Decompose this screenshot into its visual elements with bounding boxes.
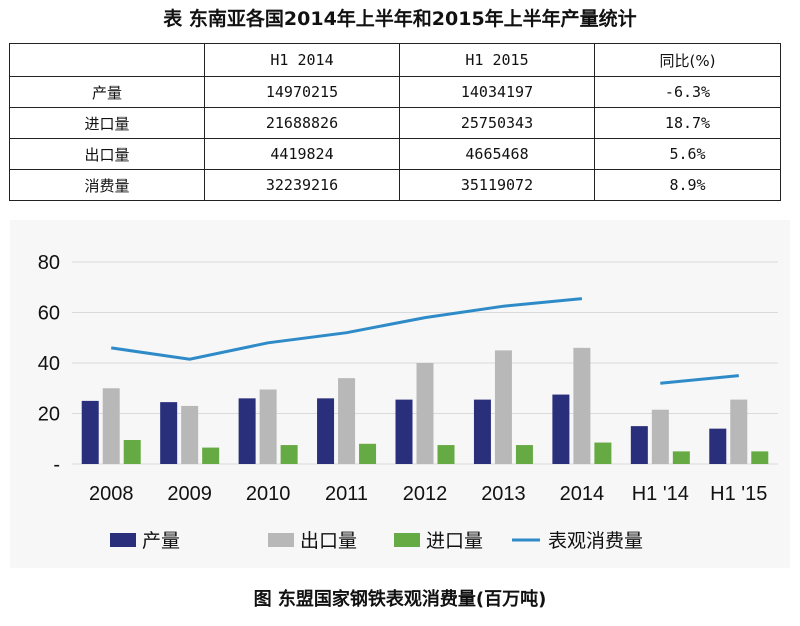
bar	[651, 409, 669, 464]
x-tick-label: H1 '15	[710, 483, 767, 505]
consumption-line	[660, 374, 739, 385]
legend-swatch	[394, 533, 420, 547]
table-row: 消费量 32239216 35119072 8.9%	[9, 169, 781, 201]
cell-h1-2014: 14970215	[204, 76, 400, 108]
steel-consumption-chart: 80 60 40 20 - 2008 2009 2010 2011 2012 2013 2014 H1 …	[38, 252, 778, 552]
bar	[259, 389, 277, 464]
table-row: 产量 14970215 14034197 -6.3%	[9, 76, 781, 108]
table-title: 表 东南亚各国2014年上半年和2015年上半年产量统计	[163, 8, 637, 30]
row-name: 进口量	[9, 107, 205, 139]
x-tick-label: 2009	[167, 483, 212, 505]
bar	[395, 399, 413, 464]
bar	[709, 428, 727, 464]
stats-table: H1 2014 H1 2015 同比(%) 产量 14970215 140341…	[9, 43, 781, 201]
cell-yoy: 8.9%	[594, 169, 781, 201]
bar	[751, 451, 769, 464]
cell-h1-2014: 4419824	[204, 138, 400, 170]
bar	[672, 451, 690, 464]
bar	[317, 398, 335, 464]
cell-h1-2015: 35119072	[399, 169, 595, 201]
legend-swatch	[268, 533, 294, 547]
bar	[359, 443, 377, 464]
x-tick-label: H1 '14	[632, 483, 689, 505]
bar	[160, 402, 178, 464]
y-tick-label: 60	[38, 303, 60, 325]
legend-label: 表观消费量	[548, 530, 643, 552]
bar	[630, 426, 648, 464]
bar	[238, 398, 256, 464]
bar	[552, 394, 570, 464]
consumption-line	[110, 297, 583, 361]
table-row: 出口量 4419824 4665468 5.6%	[9, 138, 781, 170]
x-tick-label: 2013	[481, 483, 526, 505]
header-cell-h1-2015: H1 2015	[399, 43, 595, 77]
cell-h1-2015: 14034197	[399, 76, 595, 108]
x-tick-label: 2010	[246, 483, 291, 505]
cell-yoy: 5.6%	[594, 138, 781, 170]
y-tick-label: 20	[38, 404, 60, 426]
y-tick-label: -	[53, 454, 60, 476]
bar	[573, 347, 591, 464]
x-tick-label: 2008	[89, 483, 134, 505]
bar	[280, 445, 298, 464]
bar	[81, 400, 99, 464]
bar	[123, 440, 141, 464]
bar	[202, 447, 220, 464]
cell-yoy: 18.7%	[594, 107, 781, 139]
row-name: 消费量	[9, 169, 205, 201]
header-cell-empty	[9, 43, 205, 77]
cell-h1-2015: 4665468	[399, 138, 595, 170]
bar	[594, 442, 612, 464]
bar	[437, 445, 455, 464]
bar	[473, 399, 491, 464]
bar	[338, 378, 356, 464]
legend-label: 进口量	[426, 530, 483, 552]
bar	[102, 388, 120, 464]
bar	[515, 445, 533, 464]
bar	[416, 363, 434, 464]
y-tick-label: 80	[38, 252, 60, 274]
chart-panel: 80 60 40 20 - 2008 2009 2010 2011 2012 2013 2014 H1 …	[10, 220, 790, 568]
bar	[181, 405, 199, 464]
legend-swatch	[110, 533, 136, 547]
header-cell-h1-2014: H1 2014	[204, 43, 400, 77]
y-tick-label: 40	[38, 353, 60, 375]
row-name: 出口量	[9, 138, 205, 170]
cell-yoy: -6.3%	[594, 76, 781, 108]
x-tick-label: 2012	[403, 483, 448, 505]
chart-caption: 图 东盟国家钢铁表观消费量(百万吨)	[253, 589, 547, 610]
cell-h1-2014: 32239216	[204, 169, 400, 201]
x-tick-label: 2014	[560, 483, 605, 505]
header-cell-yoy: 同比(%)	[594, 43, 781, 77]
legend-label: 产量	[142, 530, 180, 552]
legend-label: 出口量	[300, 530, 357, 552]
bar	[494, 350, 512, 464]
cell-h1-2015: 25750343	[399, 107, 595, 139]
bar	[730, 399, 748, 464]
x-tick-label: 2011	[325, 483, 368, 505]
table-header-row: H1 2014 H1 2015 同比(%)	[9, 43, 781, 77]
cell-h1-2014: 21688826	[204, 107, 400, 139]
row-name: 产量	[9, 76, 205, 108]
table-row: 进口量 21688826 25750343 18.7%	[9, 107, 781, 139]
